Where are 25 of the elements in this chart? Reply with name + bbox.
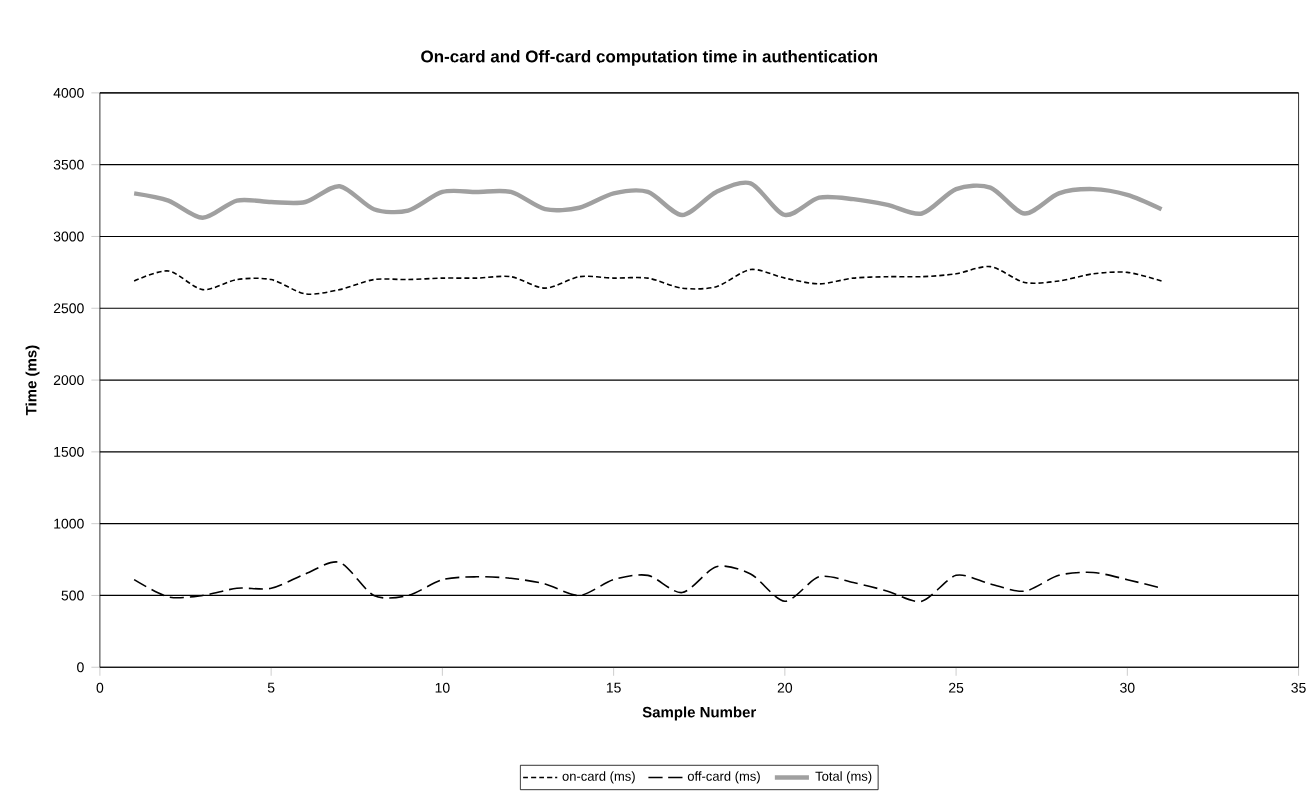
x-axis-title: Sample Number bbox=[642, 706, 757, 721]
x-tick-label: 30 bbox=[1120, 682, 1135, 693]
line-series bbox=[133, 265, 1163, 295]
y-axis-title: Time (ms) bbox=[25, 345, 40, 416]
x-tick-label: 15 bbox=[606, 682, 621, 693]
y-tick-label: 500 bbox=[61, 590, 84, 601]
x-tick-label: 25 bbox=[949, 682, 964, 693]
y-tick-label: 2000 bbox=[53, 375, 84, 385]
y-tick-label: 3500 bbox=[53, 159, 84, 170]
y-tick-label: 3000 bbox=[53, 231, 84, 242]
y-tick-label: 2500 bbox=[53, 303, 84, 314]
chart-title: On-card and Off-card computation time in authentication bbox=[421, 49, 877, 66]
y-tick-label: 1500 bbox=[54, 446, 84, 457]
x-tick-label: 35 bbox=[1291, 682, 1306, 693]
legend-label: off-card (ms) bbox=[687, 771, 760, 784]
x-tick-label: 20 bbox=[777, 682, 793, 693]
x-tick-label: 0 bbox=[96, 682, 104, 693]
y-tick-label: 0 bbox=[77, 662, 84, 673]
y-tick-label: 1000 bbox=[54, 518, 84, 529]
x-tick-label: 5 bbox=[267, 682, 275, 693]
x-tick-label: 10 bbox=[435, 682, 450, 693]
legend-label: on-card (ms) bbox=[562, 771, 635, 784]
legend-label: Total (ms) bbox=[815, 771, 872, 784]
y-tick-label: 4000 bbox=[53, 87, 84, 98]
line-series bbox=[131, 180, 1164, 220]
